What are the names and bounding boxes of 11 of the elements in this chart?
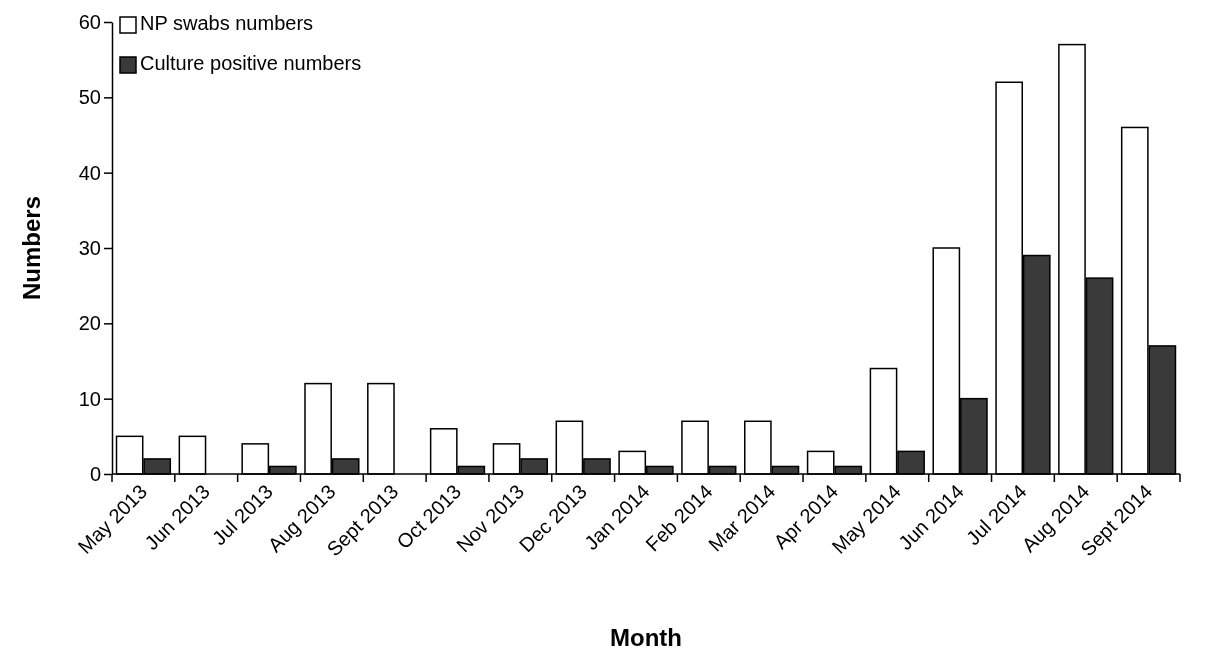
- legend-label: Culture positive numbers: [140, 52, 362, 74]
- y-tick-label: 30: [78, 236, 101, 259]
- y-axis-title: Numbers: [18, 195, 45, 301]
- legend-label: NP swabs numbers: [140, 12, 314, 34]
- y-tick-label: 0: [89, 462, 101, 485]
- y-tick-label: 50: [78, 86, 101, 109]
- y-tick-label: 60: [78, 10, 101, 33]
- y-tick-label: 10: [78, 387, 101, 410]
- y-tick-label: 40: [78, 161, 101, 184]
- x-axis-title: Month: [610, 624, 682, 651]
- y-tick-label: 20: [78, 312, 101, 335]
